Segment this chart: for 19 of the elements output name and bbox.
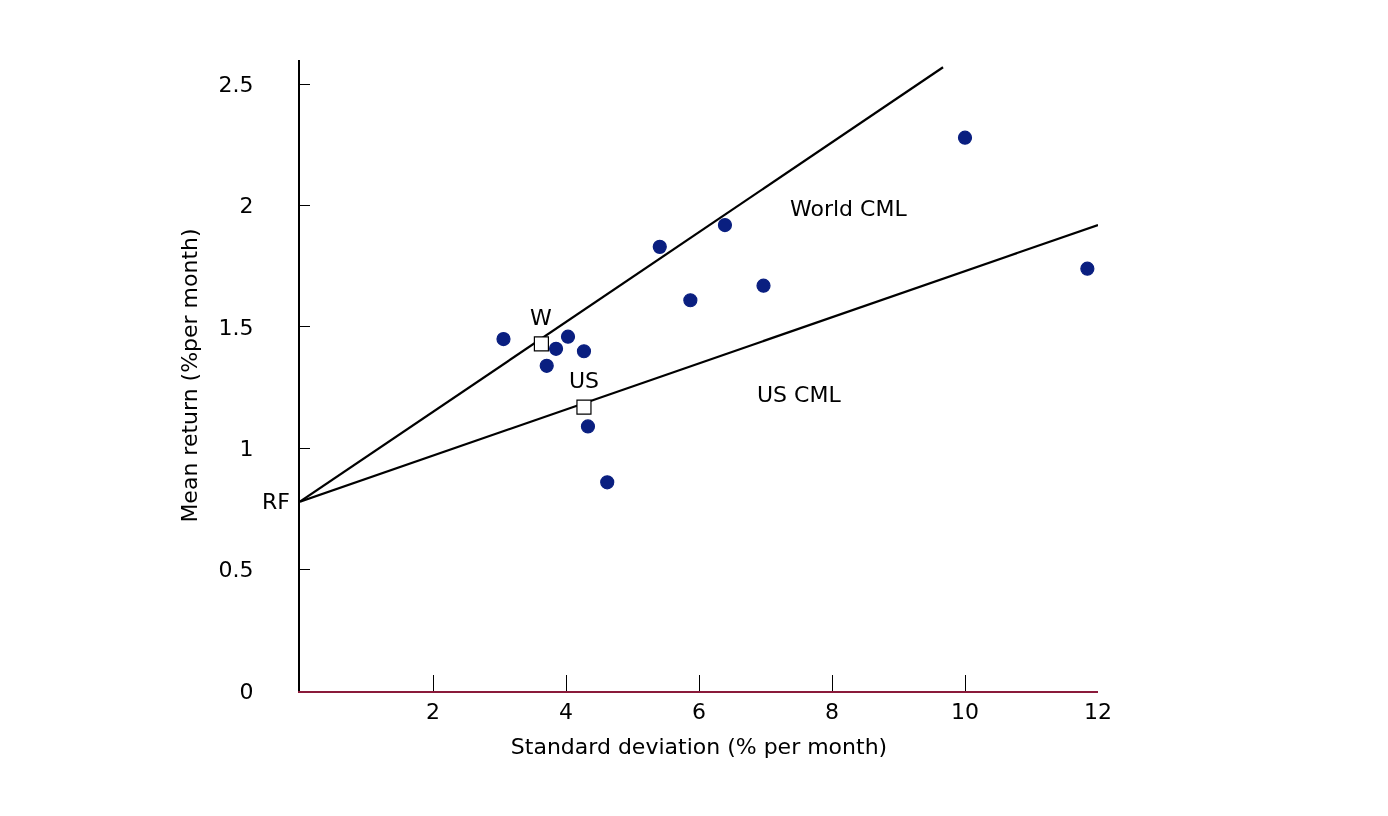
y-tick-label: 0.5 — [218, 557, 254, 583]
x-tick-label: 12 — [1084, 699, 1112, 725]
series-label: US CML — [757, 382, 842, 407]
x-tick-label: 8 — [825, 699, 839, 725]
annotation: RF — [262, 489, 290, 514]
y-tick-label: 1 — [239, 436, 254, 462]
y-tick-label: 1.5 — [218, 314, 254, 340]
x-tick-label: 10 — [951, 699, 979, 725]
x-axis-title: Standard deviation (% per month) — [510, 733, 888, 759]
annotation: W — [530, 305, 552, 330]
annotation: US — [569, 368, 600, 393]
y-tick-label: 2 — [239, 193, 254, 219]
x-tick-label: 2 — [426, 699, 440, 725]
y-tick-label: 2.5 — [218, 71, 254, 97]
y-tick-label: 0 — [239, 678, 254, 704]
series-label: World CML — [790, 196, 908, 221]
y-axis-title: Mean return (%per month) — [176, 228, 202, 523]
x-tick-label: 4 — [559, 699, 573, 725]
x-tick-label: 6 — [692, 699, 706, 725]
